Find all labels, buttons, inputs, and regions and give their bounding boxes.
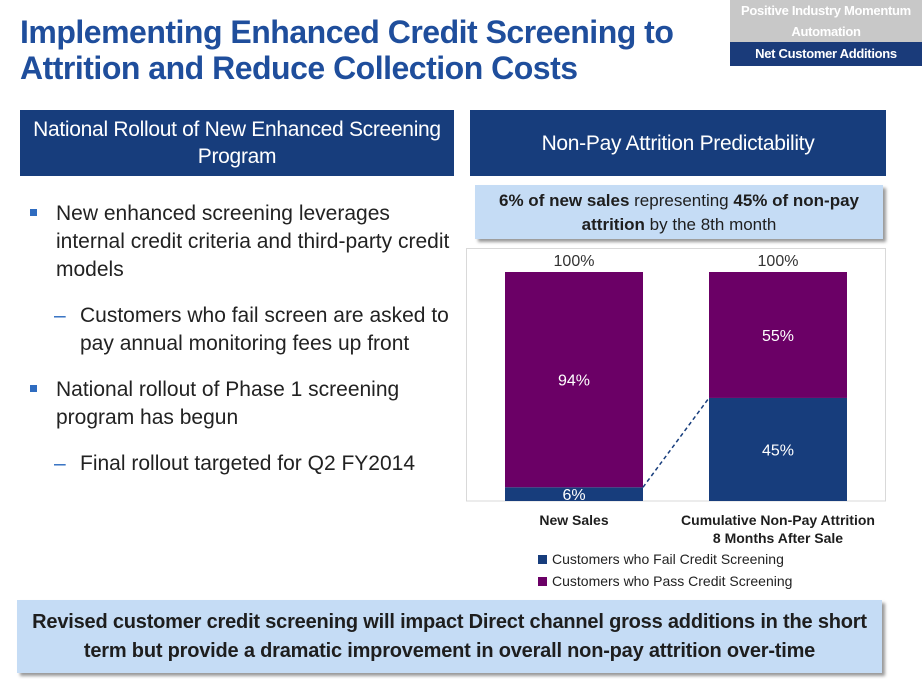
dash-marker: – — [54, 452, 66, 475]
legend-label-pass: Customers who Pass Credit Screening — [552, 573, 793, 589]
legend-label-fail: Customers who Fail Credit Screening — [552, 551, 784, 567]
bullet-list: New enhanced screening leverages interna… — [30, 200, 450, 496]
total-label: 100% — [554, 253, 595, 270]
bullet-square-icon — [30, 385, 37, 392]
sub-bullet-item: – Final rollout targeted for Q2 FY2014 — [30, 450, 450, 478]
attrition-stacked-bar-chart: 6% 94% 100% New Sales 45% 55% 100% Cumulative N… — [466, 248, 886, 546]
summary-text: Revised customer credit screening will i… — [32, 610, 867, 662]
plot-frame — [466, 248, 886, 502]
callout-text-2: by the 8th month — [644, 215, 777, 234]
tab-net-customer-additions[interactable]: Net Customer Additions — [730, 42, 922, 66]
tab-automation[interactable]: Automation — [730, 21, 922, 42]
bullet-text: New enhanced screening leverages interna… — [56, 202, 450, 281]
bar-segment — [505, 487, 643, 501]
category-label: 8 Months After Sale — [713, 530, 843, 546]
bullet-square-icon — [30, 209, 37, 216]
callout-bold-1: 6% of new sales — [499, 191, 630, 210]
sub-bullet-text: Final rollout targeted for Q2 FY2014 — [80, 452, 416, 475]
page-title: Implementing Enhanced Credit Screening t… — [20, 14, 674, 86]
tab-positive-industry-momentum[interactable]: Positive Industry Momentum — [730, 0, 922, 21]
connector-line — [642, 397, 710, 488]
bullet-item: New enhanced screening leverages interna… — [30, 200, 450, 284]
legend-swatch-fail — [538, 555, 547, 564]
bar-segment — [709, 272, 847, 398]
rollout-header-text: National Rollout of New Enhanced Screeni… — [33, 118, 441, 168]
chart-legend: Customers who Fail Credit Screening Cust… — [538, 548, 792, 592]
dash-marker: – — [54, 304, 66, 327]
category-label: Cumulative Non-Pay Attrition — [681, 512, 875, 528]
bar-segment — [709, 397, 847, 501]
attrition-header-text: Non-Pay Attrition Predictability — [541, 131, 815, 155]
sub-bullet-text: Customers who fail screen are asked to p… — [80, 304, 449, 355]
legend-item-fail: Customers who Fail Credit Screening — [538, 548, 792, 570]
segment-label: 6% — [562, 487, 585, 504]
legend-item-pass: Customers who Pass Credit Screening — [538, 570, 792, 592]
rollout-header: National Rollout of New Enhanced Screeni… — [20, 110, 454, 176]
predictability-callout: 6% of new sales representing 45% of non-… — [475, 185, 883, 239]
category-label: New Sales — [539, 512, 608, 528]
attrition-header: Non-Pay Attrition Predictability — [470, 110, 886, 176]
section-tabs: Positive Industry Momentum Automation Ne… — [730, 0, 922, 66]
callout-bold-2: 45% of non-pay attrition — [581, 191, 859, 234]
total-label: 100% — [758, 253, 799, 270]
segment-label: 45% — [762, 442, 794, 459]
callout-text-1: representing — [629, 191, 734, 210]
bullet-item: National rollout of Phase 1 screening pr… — [30, 376, 450, 432]
summary-banner: Revised customer credit screening will i… — [17, 600, 882, 673]
legend-swatch-pass — [538, 577, 547, 586]
bullet-text: National rollout of Phase 1 screening pr… — [56, 378, 400, 429]
segment-label: 94% — [558, 373, 590, 390]
sub-bullet-item: – Customers who fail screen are asked to… — [30, 302, 450, 358]
bar-segment — [505, 272, 643, 488]
segment-label: 55% — [762, 328, 794, 345]
